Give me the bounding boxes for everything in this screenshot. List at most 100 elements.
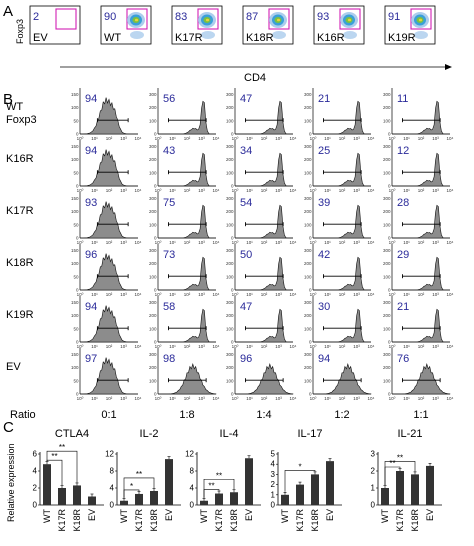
y-tick-label: 0 bbox=[76, 132, 79, 137]
x-tick-label: 10⁰ bbox=[310, 396, 317, 401]
gate-percent: 94 bbox=[85, 145, 97, 157]
event-cloud bbox=[272, 31, 286, 39]
bar-chart-title: CTLA4 bbox=[55, 428, 89, 440]
y-tick-label: 3 bbox=[371, 450, 376, 459]
x-tick-label: 10³ bbox=[198, 344, 205, 349]
x-tick-label: 10⁴ bbox=[368, 240, 375, 245]
category-label: K17R bbox=[214, 509, 224, 532]
y-tick-label: 100 bbox=[226, 274, 234, 279]
x-tick-label: 10⁰ bbox=[389, 240, 396, 245]
y-tick-label: 300 bbox=[383, 248, 391, 253]
histogram-trace bbox=[158, 152, 216, 187]
y-tick-label: 0 bbox=[388, 392, 391, 397]
y-tick-label: 0 bbox=[309, 132, 312, 137]
gate-percent: 73 bbox=[163, 249, 175, 261]
ratio-value: 0:1 bbox=[101, 409, 116, 421]
y-tick-label: 100 bbox=[71, 261, 79, 266]
gate-percent: 30 bbox=[318, 301, 330, 313]
x-tick-label: 10⁴ bbox=[135, 136, 142, 141]
row-label: K18R bbox=[6, 257, 34, 269]
category-label: K18R bbox=[310, 509, 320, 532]
y-tick-label: 0 bbox=[76, 340, 79, 345]
bar-ev bbox=[426, 465, 434, 505]
x-tick-label: 10¹ bbox=[169, 188, 176, 193]
x-tick-label: 10⁰ bbox=[232, 344, 239, 349]
category-label: K17R bbox=[295, 509, 305, 532]
bar-ev bbox=[245, 458, 253, 505]
x-tick-label: 10³ bbox=[198, 188, 205, 193]
ratio-value: 1:1 bbox=[413, 409, 428, 421]
x-tick-label: 10¹ bbox=[169, 136, 176, 141]
x-tick-label: 10² bbox=[261, 188, 268, 193]
x-tick-label: 10³ bbox=[275, 188, 282, 193]
gate-percent: 11 bbox=[397, 93, 408, 105]
y-tick-label: 6 bbox=[33, 450, 38, 459]
y-tick-label: 100 bbox=[226, 170, 234, 175]
histogram-trace bbox=[392, 152, 450, 187]
event-cloud bbox=[134, 18, 139, 22]
significance-label: * bbox=[298, 462, 301, 471]
x-tick-label: 10² bbox=[106, 136, 113, 141]
row-label: EV bbox=[6, 361, 21, 373]
x-tick-label: 10⁴ bbox=[213, 292, 220, 297]
y-tick-label: 50 bbox=[73, 378, 79, 383]
x-tick-label: 10⁰ bbox=[77, 136, 84, 141]
significance-bracket bbox=[203, 478, 235, 498]
histogram-trace bbox=[392, 256, 450, 291]
y-tick-label: 300 bbox=[226, 144, 234, 149]
x-tick-label: 10¹ bbox=[91, 292, 98, 297]
dotplot-label: K17R bbox=[175, 32, 203, 44]
x-tick-label: 10¹ bbox=[403, 292, 410, 297]
x-tick-label: 10⁴ bbox=[213, 240, 220, 245]
x-tick-label: 10⁴ bbox=[447, 136, 454, 141]
significance-bracket bbox=[384, 461, 416, 485]
y-tick-label: 12 bbox=[105, 450, 114, 459]
y-tick-label: 150 bbox=[71, 248, 79, 253]
gate-percent: 97 bbox=[85, 353, 97, 365]
gate-percent: 96 bbox=[85, 249, 97, 261]
y-tick-label: 300 bbox=[226, 92, 234, 97]
y-tick-label: 100 bbox=[304, 222, 312, 227]
x-tick-label: 10¹ bbox=[246, 292, 253, 297]
y-tick-label: 300 bbox=[304, 196, 312, 201]
x-tick-label: 10¹ bbox=[91, 396, 98, 401]
bar-chart-title: IL-4 bbox=[220, 428, 239, 440]
y-tick-label: 0 bbox=[388, 184, 391, 189]
gate-percent: 56 bbox=[163, 93, 175, 105]
x-tick-label: 10⁴ bbox=[135, 188, 142, 193]
x-tick-label: 10⁴ bbox=[447, 396, 454, 401]
dotplot-label: K18R bbox=[246, 32, 274, 44]
x-tick-label: 10² bbox=[418, 136, 425, 141]
gate-percent: 21 bbox=[397, 301, 409, 313]
x-tick-label: 10³ bbox=[432, 292, 439, 297]
x-tick-label: 10¹ bbox=[169, 344, 176, 349]
x-tick-label: 10² bbox=[418, 240, 425, 245]
y-tick-label: 300 bbox=[383, 144, 391, 149]
x-tick-label: 10³ bbox=[275, 240, 282, 245]
y-tick-label: 100 bbox=[383, 378, 391, 383]
x-tick-label: 10² bbox=[418, 396, 425, 401]
x-tick-label: 10⁴ bbox=[368, 292, 375, 297]
x-tick-label: 10⁰ bbox=[77, 344, 84, 349]
y-tick-label: 300 bbox=[149, 144, 157, 149]
y-tick-label: 300 bbox=[383, 196, 391, 201]
ratio-value: 1:8 bbox=[179, 409, 194, 421]
x-tick-label: 10⁰ bbox=[155, 240, 162, 245]
bar-wt bbox=[43, 464, 51, 505]
y-tick-label: 200 bbox=[226, 209, 234, 214]
x-tick-label: 10¹ bbox=[246, 396, 253, 401]
x-tick-label: 10⁴ bbox=[290, 292, 297, 297]
y-tick-label: 0 bbox=[231, 340, 234, 345]
category-label: EV bbox=[325, 509, 335, 521]
histogram-trace bbox=[80, 357, 138, 395]
y-tick-label: 0 bbox=[271, 501, 276, 510]
y-tick-label: 200 bbox=[226, 365, 234, 370]
x-tick-label: 10⁴ bbox=[290, 240, 297, 245]
y-tick-label: 200 bbox=[304, 105, 312, 110]
category-label: EV bbox=[164, 509, 174, 521]
gate-percent: 50 bbox=[240, 249, 252, 261]
y-tick-label: 1 bbox=[271, 490, 276, 499]
y-tick-label: 0 bbox=[309, 184, 312, 189]
